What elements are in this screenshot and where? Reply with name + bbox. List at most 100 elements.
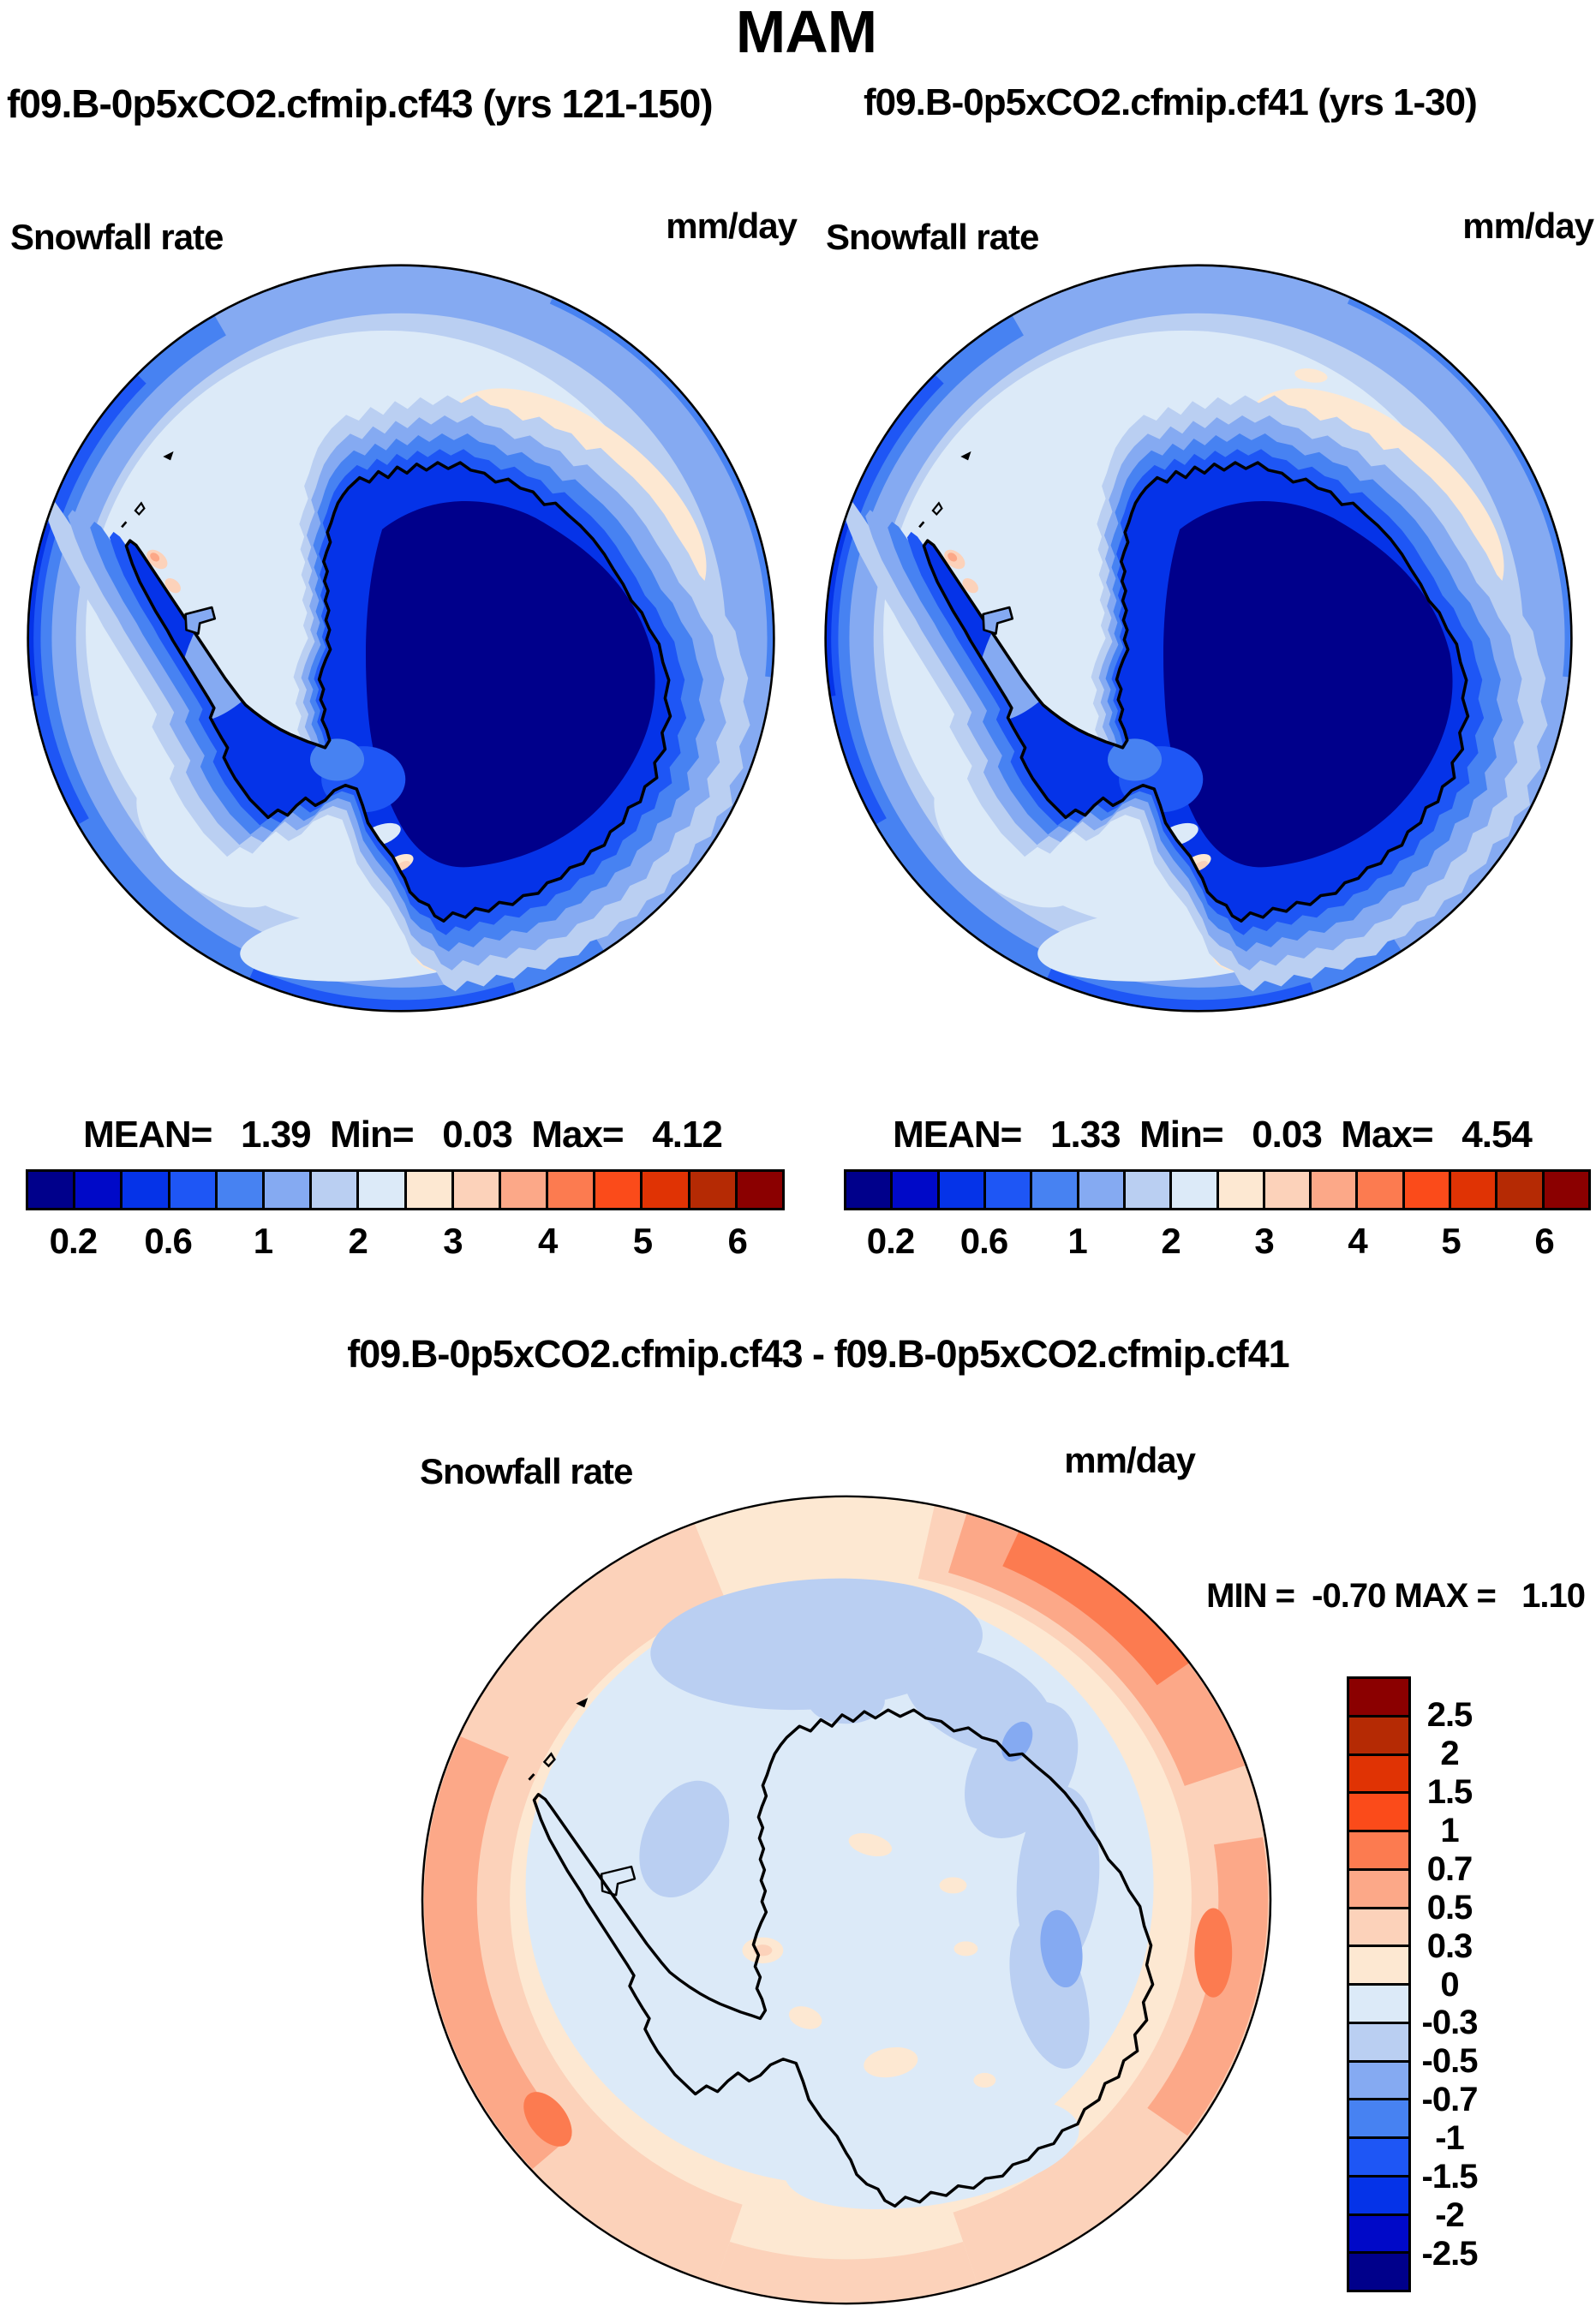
colorbar-cell xyxy=(1349,1945,1408,1983)
units-label-right: mm/day xyxy=(1462,206,1594,246)
colorbar-cell xyxy=(687,1172,735,1208)
colorbar-tick-label: 0.6 xyxy=(144,1221,192,1261)
colorbar-cell xyxy=(983,1172,1031,1208)
colorbar-cell xyxy=(167,1172,215,1208)
colorbar-cell xyxy=(1262,1172,1310,1208)
colorbar-cell xyxy=(1349,2136,1408,2175)
colorbar-cell xyxy=(890,1172,937,1208)
map-svg xyxy=(27,264,775,1013)
colorbar-cell xyxy=(1349,2021,1408,2060)
colorbar-cell xyxy=(1355,1172,1402,1208)
colorbar-tick-label: 2 xyxy=(1440,1734,1459,1772)
colorbar-cell xyxy=(1349,1830,1408,1868)
colorbar-tick-label: 2.5 xyxy=(1426,1695,1473,1734)
colorbar-cell xyxy=(640,1172,688,1208)
colorbar-tick-label: 3 xyxy=(1254,1221,1274,1261)
colorbar-tick-label: -0.3 xyxy=(1421,2004,1479,2042)
colorbar-tick-label: -2 xyxy=(1435,2196,1465,2235)
map-diff-plot xyxy=(420,1494,1273,2306)
page-title: MAM xyxy=(735,0,877,65)
colorbar-cell xyxy=(1349,1791,1408,1830)
colorbar-cell xyxy=(1541,1172,1588,1208)
diff-stats: MIN = -0.70 MAX = 1.10 xyxy=(1206,1577,1586,1615)
colorbar-cell xyxy=(403,1172,451,1208)
colorbar-cell xyxy=(1349,1714,1408,1753)
colorbar-cell xyxy=(214,1172,262,1208)
colorbar-cell xyxy=(1349,1906,1408,1945)
colorbar-cell xyxy=(1349,1867,1408,1907)
colorbar-cell xyxy=(1349,2174,1408,2213)
colorbar-tick-label: 5 xyxy=(632,1221,653,1261)
colorbar-tick-label: 6 xyxy=(1534,1221,1554,1261)
colorbar-tick-label: 1 xyxy=(253,1221,273,1261)
colorbar-tick-label: 2 xyxy=(348,1221,368,1261)
colorbar-tick-label: 1 xyxy=(1440,1811,1459,1849)
colorbar-tick-label: 1.5 xyxy=(1426,1772,1473,1811)
colorbar-cell xyxy=(1076,1172,1123,1208)
colorbar-cell xyxy=(356,1172,404,1208)
map-right-plot xyxy=(823,263,1574,1013)
colorbar-tick-label: -2.5 xyxy=(1421,2235,1479,2273)
colorbar-cell xyxy=(734,1172,782,1208)
colorbar-cell xyxy=(593,1172,641,1208)
colorbar-cell xyxy=(498,1172,547,1208)
diff-title: f09.B-0p5xCO2.cfmip.cf43 - f09.B-0p5xCO2… xyxy=(347,1332,1289,1376)
colorbar-cell xyxy=(1349,1983,1408,2022)
colorbar-tick-label: 0.2 xyxy=(49,1221,98,1261)
map-svg xyxy=(421,1495,1272,2305)
colorbar-cell xyxy=(1402,1172,1450,1208)
colorbar-tick-label: -1 xyxy=(1435,2119,1465,2158)
colorbar-cell xyxy=(1349,2059,1408,2099)
colorbar-cell xyxy=(1349,1679,1408,1715)
field-label-diff: Snowfall rate xyxy=(420,1451,633,1491)
colorbar-cell xyxy=(1122,1172,1170,1208)
colorbar-cell xyxy=(73,1172,121,1208)
colorbar-tick-label: 0 xyxy=(1440,1965,1459,2004)
colorbar-cell xyxy=(1495,1172,1542,1208)
subtitle-left: f09.B-0p5xCO2.cfmip.cf43 (yrs 121-150) xyxy=(7,81,714,126)
colorbar-tick-label: 0.3 xyxy=(1426,1927,1473,1965)
colorbar-tick-label: -0.5 xyxy=(1421,2042,1479,2081)
colorbar-cell xyxy=(936,1172,983,1208)
map-svg xyxy=(824,264,1573,1013)
colorbar-cell xyxy=(1309,1172,1356,1208)
units-label-left: mm/day xyxy=(666,206,798,246)
colorbar-cell xyxy=(451,1172,499,1208)
colorbar-cell xyxy=(28,1172,74,1208)
stats-right: MEAN= 1.33 Min= 0.03 Max= 4.54 xyxy=(893,1114,1533,1156)
colorbar-cell xyxy=(1349,2251,1408,2290)
colorbar-tick-label: 4 xyxy=(537,1221,558,1261)
colorbar-cell xyxy=(261,1172,310,1208)
colorbar-tick-label: 4 xyxy=(1348,1221,1367,1261)
colorbar-tick-label: -0.7 xyxy=(1421,2081,1479,2119)
stats-left: MEAN= 1.39 Min= 0.03 Max= 4.12 xyxy=(83,1114,723,1156)
field-label-right: Snowfall rate xyxy=(826,217,1039,257)
colorbar-cell xyxy=(1349,2213,1408,2252)
colorbar-cell xyxy=(1449,1172,1496,1208)
colorbar-cell xyxy=(1349,2098,1408,2136)
colorbar-cell xyxy=(1030,1172,1077,1208)
colorbar-cell xyxy=(120,1172,168,1208)
units-label-diff: mm/day xyxy=(1064,1440,1196,1480)
colorbar-cell xyxy=(309,1172,357,1208)
colorbar-tick-label: 3 xyxy=(443,1221,463,1261)
colorbar-cell xyxy=(1216,1172,1263,1208)
colorbar-tick-label: 0.7 xyxy=(1426,1849,1473,1888)
colorbar-cell xyxy=(546,1172,594,1208)
colorbar-tick-label: 5 xyxy=(1441,1221,1461,1261)
colorbar-tick-label: -1.5 xyxy=(1421,2158,1479,2196)
map-left-plot xyxy=(26,263,776,1013)
colorbar-tick-label: 0.2 xyxy=(866,1221,915,1261)
colorbar-tick-label: 0.5 xyxy=(1426,1888,1473,1927)
field-label-left: Snowfall rate xyxy=(10,217,224,257)
colorbar-left xyxy=(26,1169,785,1210)
colorbar-tick-label: 1 xyxy=(1067,1221,1087,1261)
colorbar-diff xyxy=(1347,1676,1411,2292)
colorbar-cell xyxy=(1169,1172,1216,1208)
colorbar-cell xyxy=(1349,1753,1408,1792)
subtitle-right: f09.B-0p5xCO2.cfmip.cf41 (yrs 1-30) xyxy=(864,81,1478,123)
colorbar-tick-label: 6 xyxy=(727,1221,747,1261)
colorbar-cell xyxy=(846,1172,891,1208)
colorbar-right xyxy=(844,1169,1591,1210)
